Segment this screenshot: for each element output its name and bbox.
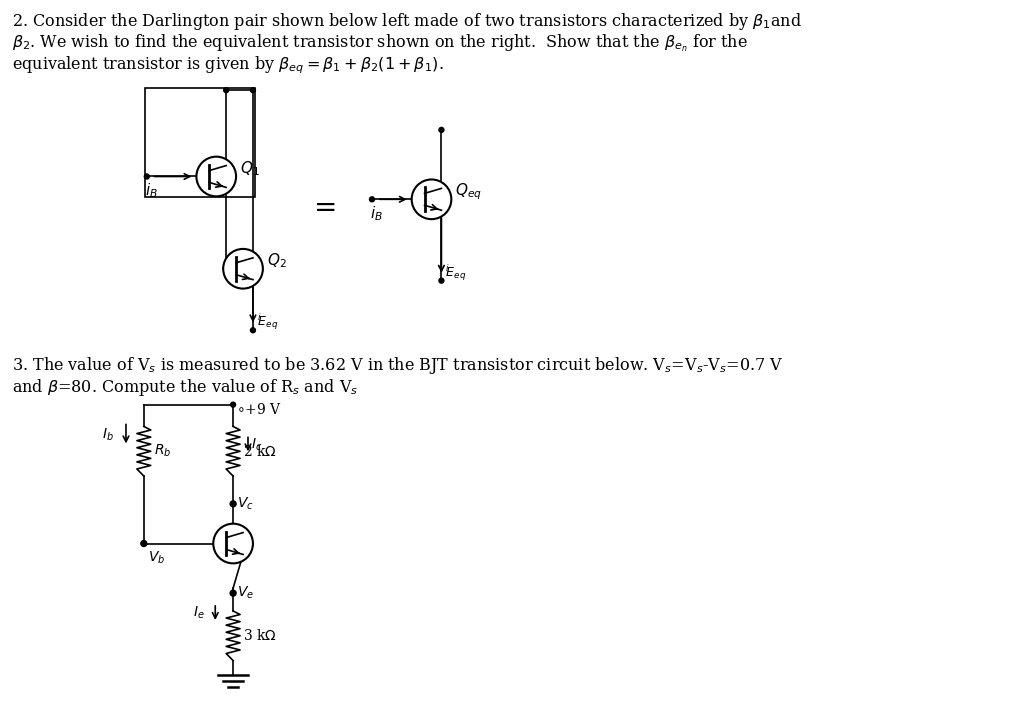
Text: and $\beta$=80. Compute the value of R$_s$ and V$_s$: and $\beta$=80. Compute the value of R$_… [12,377,358,398]
Text: 2. Consider the Darlington pair shown below left made of two transistors charact: 2. Consider the Darlington pair shown be… [12,11,802,32]
Text: $V_e$: $V_e$ [238,585,254,602]
Text: $i_B$: $i_B$ [370,204,383,223]
Text: $Q_2$: $Q_2$ [267,252,287,270]
Text: $V_c$: $V_c$ [238,496,254,512]
Text: $i_B$: $i_B$ [144,181,158,200]
Text: $I_e$: $I_e$ [194,604,205,621]
Text: 3 k$\Omega$: 3 k$\Omega$ [243,628,276,643]
Text: $I_b$: $I_b$ [102,427,114,442]
Circle shape [144,174,150,179]
Circle shape [251,328,255,333]
Text: equivalent transistor is given by $\beta_{eq} = \beta_1 + \beta_2 \left(1 + \bet: equivalent transistor is given by $\beta… [12,54,443,76]
Circle shape [412,179,452,219]
Text: 2 k$\Omega$: 2 k$\Omega$ [243,444,276,459]
Text: $V_b$: $V_b$ [147,549,165,565]
Circle shape [230,590,237,596]
Circle shape [197,157,237,197]
Circle shape [370,197,375,202]
Text: $^i\!E_{eq}$: $^i\!E_{eq}$ [445,262,467,283]
Circle shape [439,278,443,283]
Circle shape [439,127,443,132]
Text: $Q_{eq}$: $Q_{eq}$ [456,181,482,202]
Text: $I_c$: $I_c$ [251,436,262,453]
Circle shape [213,523,253,563]
Text: $^i\!E_{eq}$: $^i\!E_{eq}$ [257,312,279,333]
Circle shape [141,541,146,547]
Text: $\circ$+9 V: $\circ$+9 V [237,402,282,416]
Circle shape [251,87,255,93]
Text: 3. The value of V$_s$ is measured to be 3.62 V in the BJT transistor circuit bel: 3. The value of V$_s$ is measured to be … [12,355,783,376]
Text: $Q_1$: $Q_1$ [240,159,260,178]
Bar [144,88,255,197]
Circle shape [230,501,237,507]
Text: $\beta_2$. We wish to find the equivalent transistor shown on the right.  Show t: $\beta_2$. We wish to find the equivalen… [12,33,748,54]
Text: $=$: $=$ [308,193,336,220]
Circle shape [223,87,228,93]
Text: $R_b$: $R_b$ [154,443,171,460]
Circle shape [223,249,263,288]
Circle shape [230,402,236,407]
